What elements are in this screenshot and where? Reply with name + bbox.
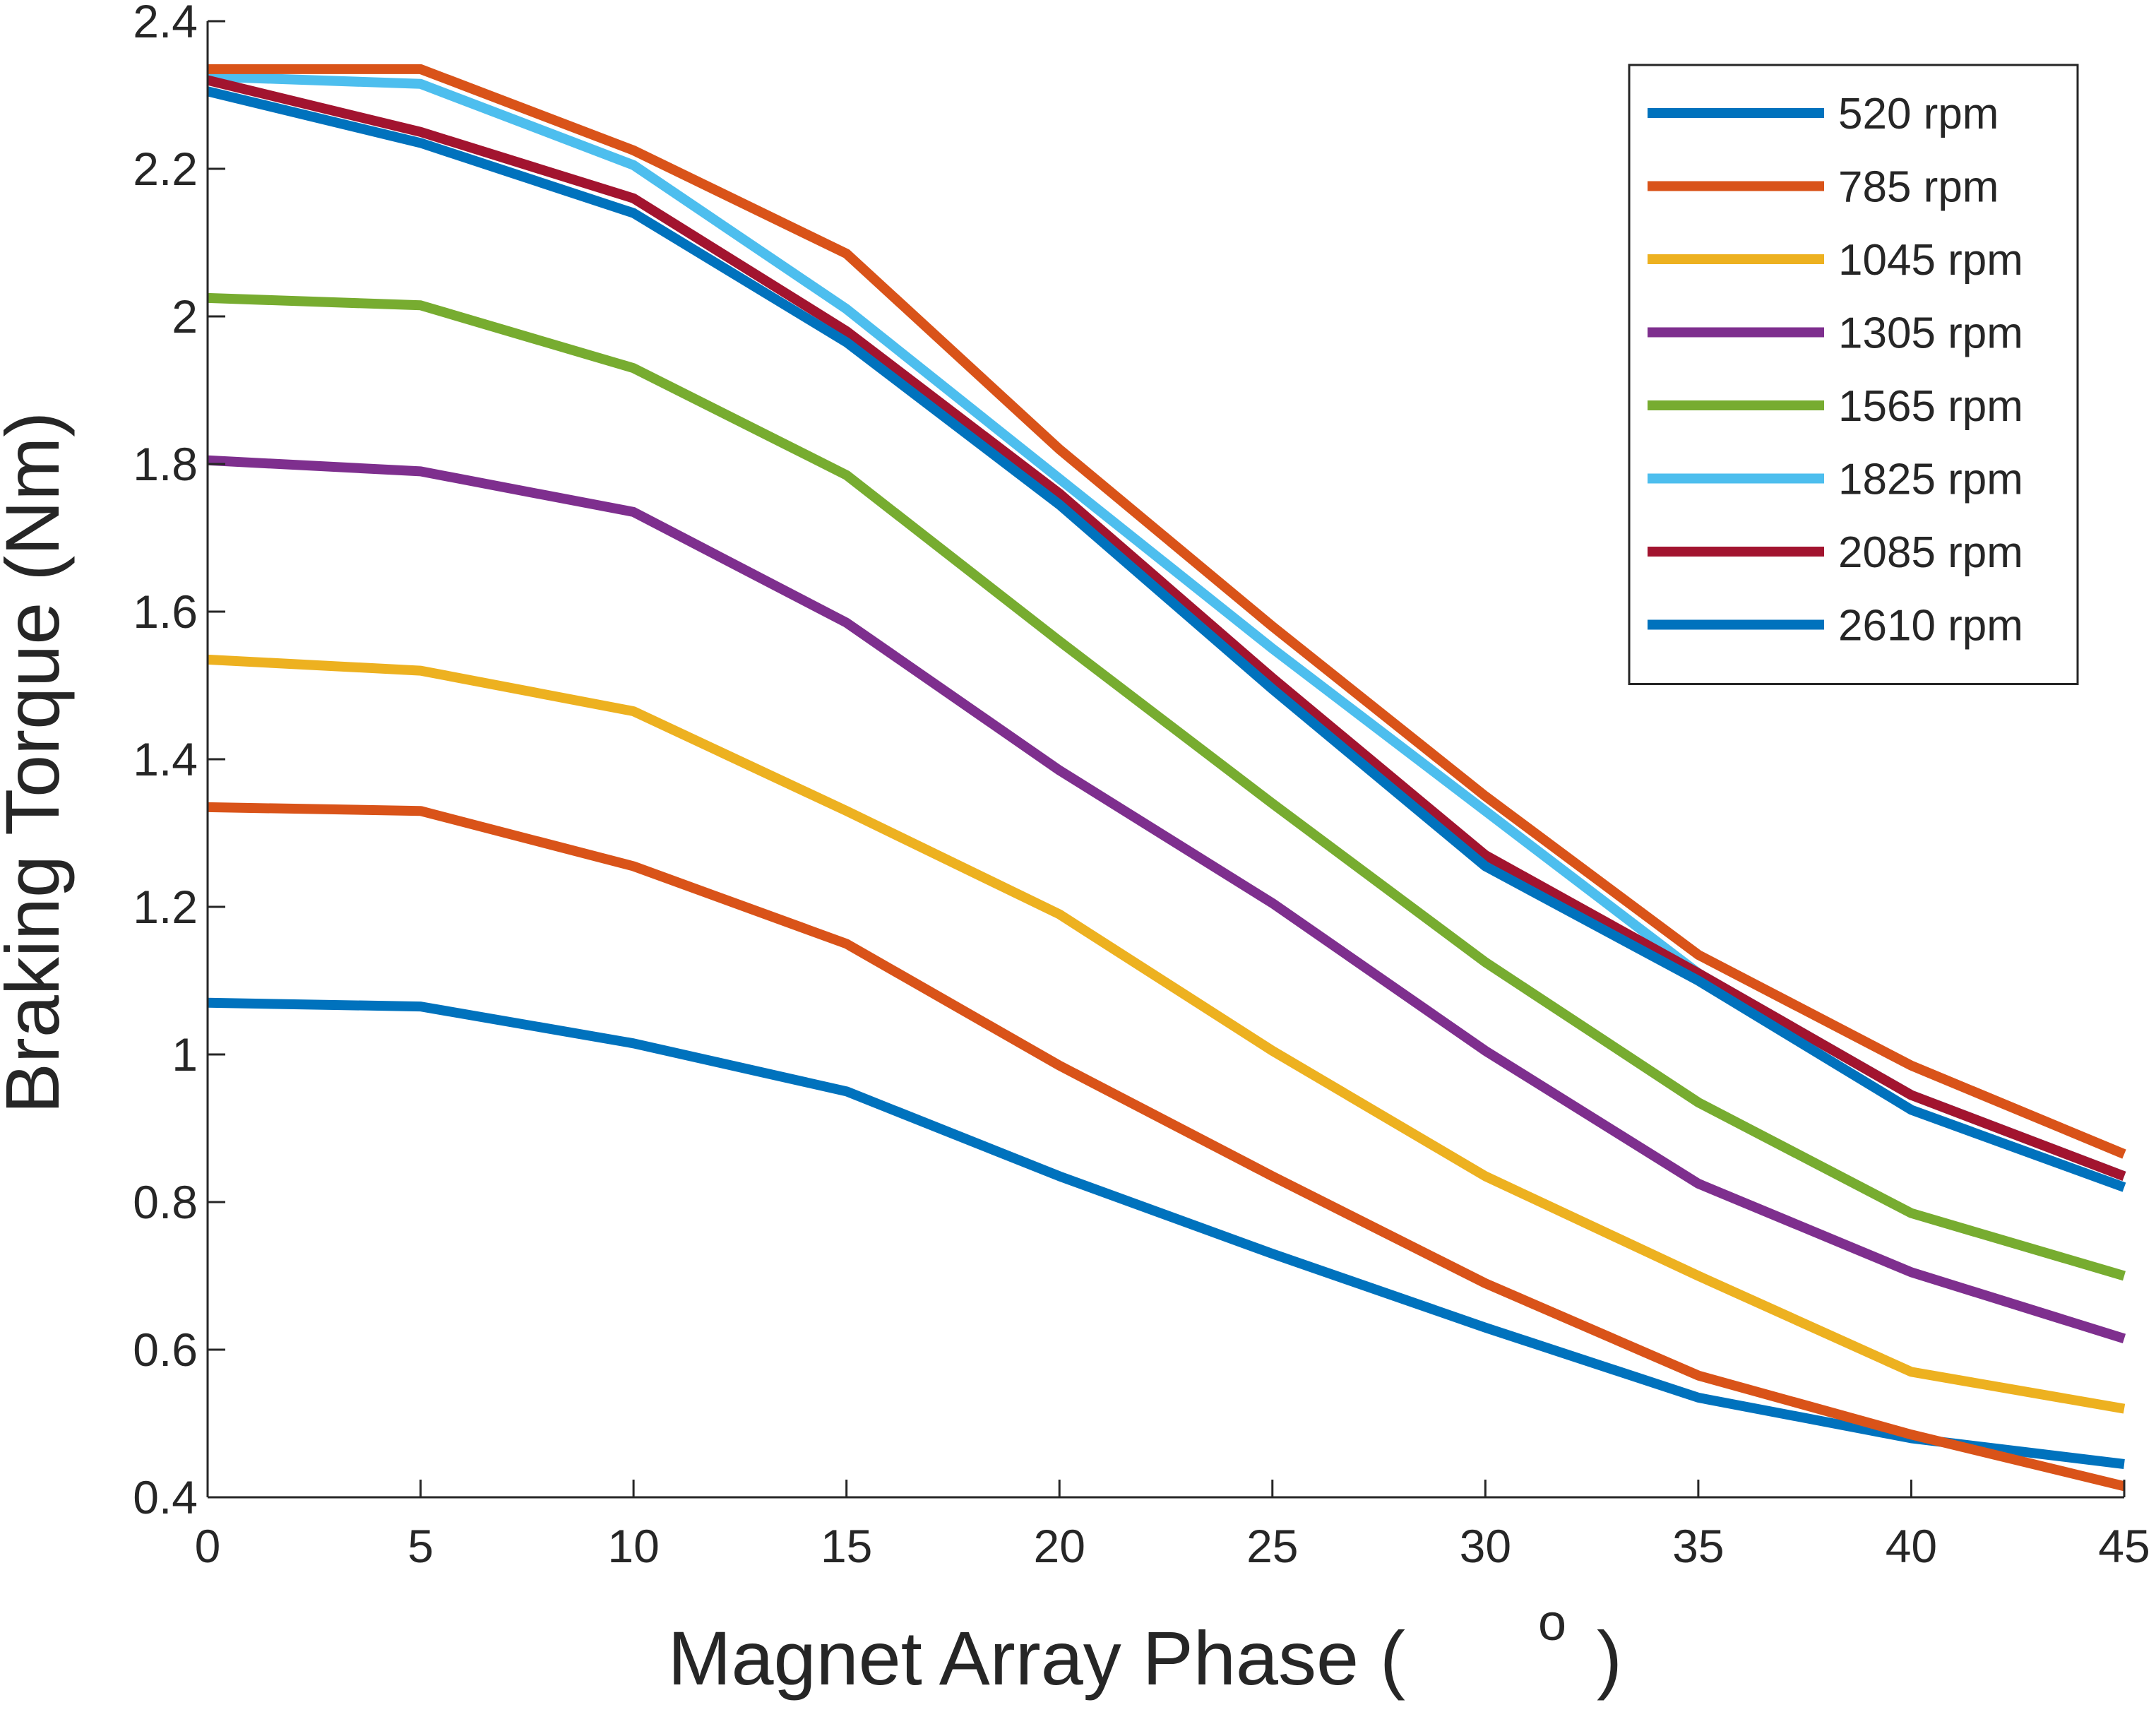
series-line-2085-rpm bbox=[206, 75, 2126, 1181]
series-line-unlabeled-8 bbox=[208, 64, 2126, 1159]
x-tick-label: 20 bbox=[1034, 1520, 1085, 1572]
x-tick-label: 30 bbox=[1460, 1520, 1511, 1572]
axes bbox=[206, 20, 2126, 1499]
series-lines bbox=[206, 64, 2126, 1492]
x-axis-label-degree: o bbox=[1538, 1595, 1566, 1651]
y-tick-label: 2.4 bbox=[133, 0, 198, 47]
y-tick-label: 0.8 bbox=[133, 1176, 198, 1228]
legend-label: 1045 rpm bbox=[1838, 236, 2023, 285]
series-line-1045-rpm bbox=[207, 654, 2126, 1414]
x-tick-label: 15 bbox=[821, 1520, 872, 1572]
y-axis-label: Braking Torque (Nm) bbox=[0, 412, 75, 1114]
y-tick-label: 2 bbox=[172, 290, 198, 343]
x-tick-label: 10 bbox=[607, 1520, 659, 1572]
legend-label: 2085 rpm bbox=[1838, 528, 2023, 577]
y-tick-label: 0.4 bbox=[133, 1471, 198, 1523]
y-tick-label: 1.2 bbox=[133, 881, 198, 933]
y-tick-label: 1.4 bbox=[133, 733, 198, 785]
legend-label: 2610 rpm bbox=[1838, 602, 2023, 650]
x-axis-label-close: ) bbox=[1597, 1615, 1622, 1701]
legend-label: 1825 rpm bbox=[1838, 456, 2023, 504]
legend-label: 1305 rpm bbox=[1838, 309, 2023, 358]
x-tick-label: 25 bbox=[1246, 1520, 1298, 1572]
y-tick-label: 1.8 bbox=[133, 438, 198, 490]
series-line-520-rpm bbox=[207, 997, 2125, 1469]
y-tick-label: 2.2 bbox=[133, 143, 198, 195]
series-line-2610-rpm bbox=[206, 86, 2126, 1192]
y-tick-label: 1 bbox=[172, 1028, 198, 1081]
y-tick-label: 1.6 bbox=[133, 585, 198, 638]
x-tick-label: 0 bbox=[195, 1520, 221, 1572]
legend-label: 1565 rpm bbox=[1838, 382, 2023, 431]
x-axis-label: Magnet Array Phase ( bbox=[667, 1615, 1405, 1701]
x-tick-label: 35 bbox=[1672, 1520, 1724, 1572]
legend[interactable]: 520 rpm 785 rpm 1045 rpm 1305 rpm 1565 rpm 18… bbox=[1628, 64, 2079, 685]
series-line-1565-rpm bbox=[207, 292, 2126, 1281]
series-line-1305-rpm bbox=[207, 455, 2126, 1343]
legend-label: 785 rpm bbox=[1838, 163, 1999, 212]
legend-box bbox=[1628, 64, 2079, 685]
x-tick-label: 5 bbox=[407, 1520, 434, 1572]
tick-labels: 0 5 10 15 20 25 30 35 40 45 0.4 0.6 0.8 1 1.2 1.4 1.6 1.8… bbox=[133, 0, 2150, 1572]
x-tick-label: 40 bbox=[1886, 1520, 1937, 1572]
legend-label: 520 rpm bbox=[1838, 90, 1999, 138]
y-tick-label: 0.6 bbox=[133, 1324, 198, 1376]
series-line-785-rpm bbox=[207, 802, 2126, 1492]
x-tick-label: 45 bbox=[2098, 1520, 2150, 1572]
